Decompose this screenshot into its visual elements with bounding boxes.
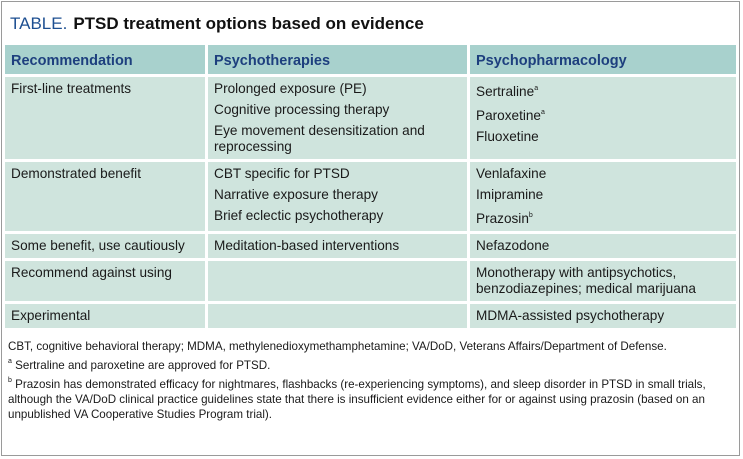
footnote: CBT, cognitive behavioral therapy; MDMA,… xyxy=(8,340,667,353)
footnote-text: Sertraline and paroxetine are approved f… xyxy=(15,359,271,372)
table-cell: Monotherapy with antipsychotics, benzodi… xyxy=(467,258,739,304)
table-row: Recommend against using Monotherapy with … xyxy=(2,258,739,304)
cell-item: Eye movement desensitization and reproce… xyxy=(214,123,425,154)
table-body: First-line treatments Prolonged exposure … xyxy=(2,74,739,331)
footnote-text: Prazosin has demonstrated efficacy for n… xyxy=(8,378,706,421)
cell-item: Narrative exposure therapy xyxy=(214,187,378,202)
table-row: First-line treatments Prolonged exposure … xyxy=(2,74,739,162)
table-cell: CBT specific for PTSD Narrative exposure … xyxy=(205,159,470,234)
table-cell xyxy=(205,258,470,304)
title-text: PTSD treatment options based on evidence xyxy=(73,14,424,33)
footnote-mark: a xyxy=(541,109,545,116)
table-cell: Demonstrated benefit xyxy=(2,159,208,234)
table-cell xyxy=(205,301,470,331)
cell-item: Nefazodone xyxy=(476,238,550,253)
footnote-mark: b xyxy=(528,212,533,219)
cell-item: Venlafaxine xyxy=(476,166,547,181)
cell-item: First-line treatments xyxy=(11,81,132,96)
title-bar: TABLE. PTSD treatment options based on ev… xyxy=(2,2,739,42)
cell-item: Brief eclectic psychotherapy xyxy=(214,208,384,223)
cell-item: MDMA-assisted psychotherapy xyxy=(476,308,665,323)
table: Recommendation Psychotherapies Psychopharm… xyxy=(2,42,739,331)
cell-item: Meditation-based interventions xyxy=(214,238,400,253)
cell-item: Cognitive processing therapy xyxy=(214,102,390,117)
cell-text: Prazosin xyxy=(476,211,529,226)
cell-item: Prazosinb xyxy=(476,208,730,227)
table-cell: Experimental xyxy=(2,301,208,331)
cell-item: Sertralinea xyxy=(476,81,730,100)
cell-item: Some benefit, use cautiously xyxy=(11,238,185,253)
cell-item: CBT specific for PTSD xyxy=(214,166,350,181)
table-cell: Meditation-based interventions xyxy=(205,231,470,261)
table-row: Demonstrated benefit CBT specific for PTS… xyxy=(2,159,739,234)
table-cell: Sertralinea Paroxetinea Fluoxetine xyxy=(467,74,739,162)
cell-item: Fluoxetine xyxy=(476,129,539,144)
cell-item: Recommend against using xyxy=(11,265,172,280)
table-cell: Some benefit, use cautiously xyxy=(2,231,208,261)
table-cell: Recommend against using xyxy=(2,258,208,304)
cell-item: Imipramine xyxy=(476,187,544,202)
cell-item: Paroxetinea xyxy=(476,105,730,124)
footnote-mark: b xyxy=(8,377,12,384)
cell-text: Paroxetine xyxy=(476,108,541,123)
table-row: Some benefit, use cautiously Meditation-b… xyxy=(2,231,739,261)
table-cell: Nefazodone xyxy=(467,231,739,261)
footnotes: CBT, cognitive behavioral therapy; MDMA,… xyxy=(2,331,739,422)
cell-item: Monotherapy with antipsychotics, benzodi… xyxy=(476,265,696,296)
cell-item: Demonstrated benefit xyxy=(11,166,141,181)
footnote: b Prazosin has demonstrated efficacy for… xyxy=(8,373,733,422)
cell-text: Sertraline xyxy=(476,84,535,99)
header-cell: Psychopharmacology xyxy=(467,42,739,77)
footnote-mark: a xyxy=(8,358,12,365)
table-cell: Venlafaxine Imipramine Prazosinb xyxy=(467,159,739,234)
header-cell: Psychotherapies xyxy=(205,42,470,77)
title-label: TABLE. xyxy=(10,14,68,33)
header-row: Recommendation Psychotherapies Psychopharm… xyxy=(2,42,739,77)
header-cell: Recommendation xyxy=(2,42,208,77)
table-cell: MDMA-assisted psychotherapy xyxy=(467,301,739,331)
cell-item: Experimental xyxy=(11,308,91,323)
footnote: a Sertraline and paroxetine are approved… xyxy=(8,354,733,373)
table-cell: Prolonged exposure (PE) Cognitive process… xyxy=(205,74,470,162)
table-row: Experimental MDMA-assisted psychotherapy xyxy=(2,301,739,331)
footnote-mark: a xyxy=(534,85,539,92)
cell-item: Prolonged exposure (PE) xyxy=(214,81,367,96)
table-cell: First-line treatments xyxy=(2,74,208,162)
